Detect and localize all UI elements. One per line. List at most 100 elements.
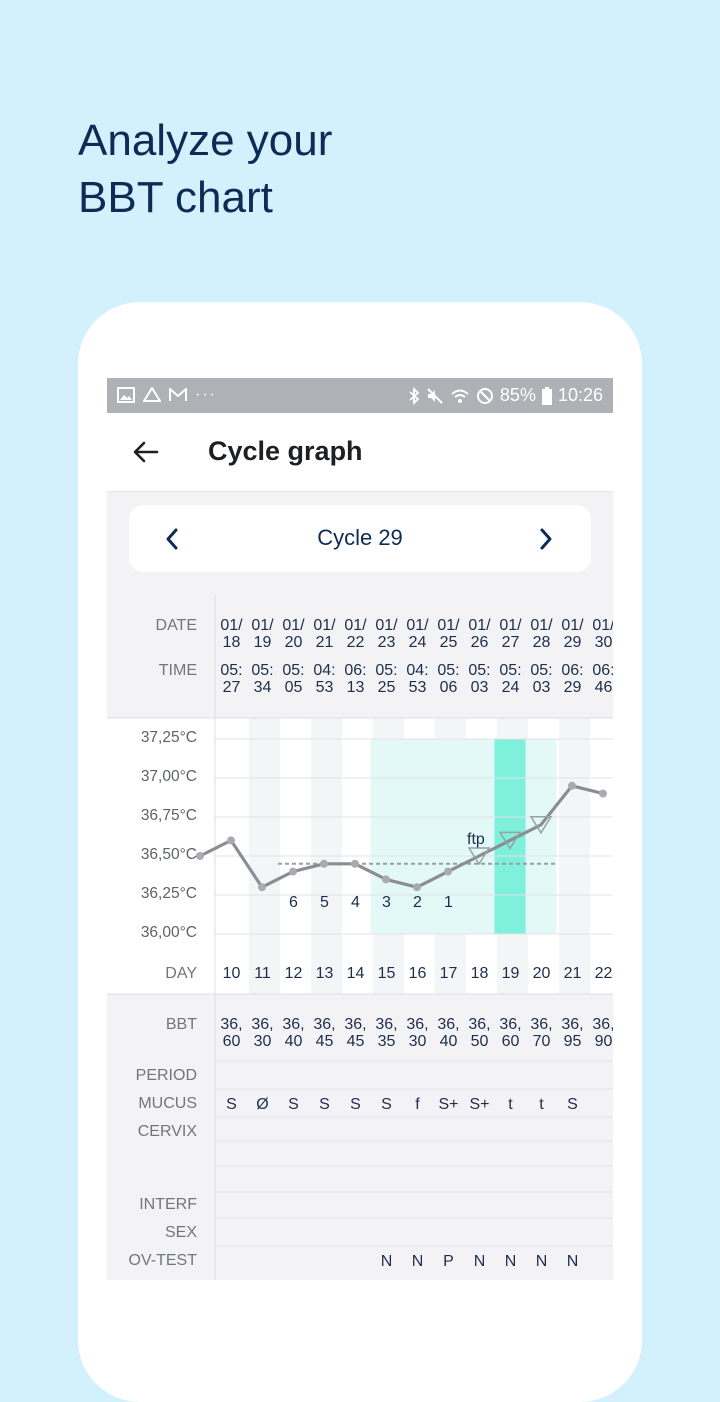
- bbt-cell-part: 36,: [530, 1016, 553, 1033]
- headline: Analyze your BBT chart: [78, 112, 332, 226]
- status-right: 85% 10:26: [408, 385, 603, 406]
- time-cell-part: 53: [408, 679, 427, 696]
- time-cell-part: 05:: [282, 662, 305, 679]
- period-label: PERIOD: [135, 1067, 197, 1084]
- bbt-cell-part: 60: [222, 1033, 241, 1050]
- y-tick-label: 37,00°C: [140, 768, 197, 785]
- battery-icon: [541, 386, 552, 405]
- bbt-cell: 36, 45: [340, 1016, 371, 1050]
- bbt-cell-part: 36,: [468, 1016, 491, 1033]
- day-cell: 21: [563, 965, 582, 982]
- bbt-cell: 36, 30: [247, 1016, 278, 1050]
- headline-line-1: Analyze your: [78, 116, 333, 165]
- time-cell-part: 05:: [375, 662, 398, 679]
- day-cell: 16: [408, 965, 427, 982]
- gmail-icon: [169, 388, 187, 401]
- bbt-cell: 36, 40: [433, 1016, 464, 1050]
- bbt-point: [289, 867, 297, 876]
- bbt-point: [413, 883, 421, 892]
- cervix-label: CERVIX: [137, 1123, 197, 1140]
- time-cell-part: 13: [346, 679, 365, 696]
- date-cell-part: 01/: [220, 617, 243, 634]
- annotation-label: ftp: [467, 831, 485, 848]
- bbt-chart: [107, 595, 613, 1280]
- bbt-cell: 36, 40: [278, 1016, 309, 1050]
- time-cell-part: 05: [284, 679, 303, 696]
- bluetooth-icon: [409, 386, 420, 405]
- bbt-cell-part: 36,: [344, 1016, 367, 1033]
- date-cell-part: 20: [284, 634, 303, 651]
- ovtest-cell: P: [443, 1253, 454, 1270]
- mucus-cell: S+: [438, 1096, 459, 1113]
- time-cell-part: 05:: [251, 662, 274, 679]
- more-icon: ···: [195, 386, 217, 403]
- chevron-left-icon[interactable]: [159, 525, 187, 553]
- app-bar: Cycle graph: [107, 413, 613, 492]
- day-cell: 10: [222, 965, 241, 982]
- day-cell: 22: [594, 965, 613, 982]
- ovtest-cell: N: [473, 1253, 486, 1270]
- y-tick-label: 36,00°C: [140, 924, 197, 941]
- bbt-cell-part: 40: [284, 1033, 303, 1050]
- day-cell: 14: [346, 965, 365, 982]
- count-label: 6: [289, 894, 298, 911]
- time-cell-part: 29: [563, 679, 582, 696]
- headline-line-2: BBT chart: [78, 173, 273, 222]
- bbt-cell-part: 70: [532, 1033, 551, 1050]
- ovtest-cell: N: [566, 1253, 579, 1270]
- date-cell-part: 01/: [592, 617, 613, 634]
- arrow-left-icon[interactable]: [131, 437, 161, 467]
- count-label: 2: [413, 894, 422, 911]
- count-label: 5: [320, 894, 329, 911]
- day-cell: 13: [315, 965, 334, 982]
- date-cell: 01/25: [433, 617, 464, 651]
- time-cell-part: 04:: [406, 662, 429, 679]
- triangle-marker: [467, 847, 491, 866]
- date-cell: 01/23: [371, 617, 402, 651]
- bbt-line: [199, 784, 604, 889]
- date-cell-part: 01/: [468, 617, 491, 634]
- date-cell-part: 01/: [437, 617, 460, 634]
- data-rows-bg: [107, 994, 613, 1280]
- date-cell: 01/30: [588, 617, 613, 651]
- chevron-right-icon[interactable]: [531, 525, 559, 553]
- time-cell-part: 25: [377, 679, 396, 696]
- date-cell: 01/28: [526, 617, 557, 651]
- bbt-cell: 36, 30: [402, 1016, 433, 1050]
- interf-label: INTERF: [139, 1196, 197, 1213]
- date-cell-part: 18: [222, 634, 241, 651]
- date-cell-part: 01/: [251, 617, 274, 634]
- date-cell: 01/21: [309, 617, 340, 651]
- y-tick-label: 36,75°C: [140, 807, 197, 824]
- ovtest-cell: N: [411, 1253, 424, 1270]
- bbt-cell-part: 36,: [592, 1016, 613, 1033]
- mucus-cell: t: [508, 1096, 513, 1113]
- time-cell-part: 34: [253, 679, 272, 696]
- gallery-icon: [117, 387, 135, 403]
- ovtest-cell: N: [380, 1253, 393, 1270]
- time-cell: 05: 27: [216, 662, 247, 696]
- page-title: Cycle graph: [208, 436, 363, 466]
- bbt-point: [599, 789, 607, 798]
- date-cell-part: 27: [501, 634, 520, 651]
- time-cell: 06: 29: [557, 662, 588, 696]
- time-cell: 05: 25: [371, 662, 402, 696]
- time-cell-part: 06:: [592, 662, 613, 679]
- time-cell: 05: 24: [495, 662, 526, 696]
- header-row-bg: [107, 595, 613, 718]
- day-cell: 15: [377, 965, 396, 982]
- date-cell: 01/27: [495, 617, 526, 651]
- count-label: 3: [382, 894, 391, 911]
- bbt-cell-part: 50: [470, 1033, 489, 1050]
- bbt-point: [196, 852, 204, 860]
- date-cell: 01/24: [402, 617, 433, 651]
- time-cell-part: 05:: [220, 662, 243, 679]
- time-cell: 05: 05: [278, 662, 309, 696]
- status-left: ···: [117, 386, 217, 404]
- date-cell: 01/18: [216, 617, 247, 651]
- bbt-cell-part: 36,: [220, 1016, 243, 1033]
- cycle-navigator: Cycle 29: [129, 505, 591, 572]
- mucus-cell: S: [567, 1096, 578, 1113]
- time-cell-part: 05:: [468, 662, 491, 679]
- bbt-cell-part: 36,: [561, 1016, 584, 1033]
